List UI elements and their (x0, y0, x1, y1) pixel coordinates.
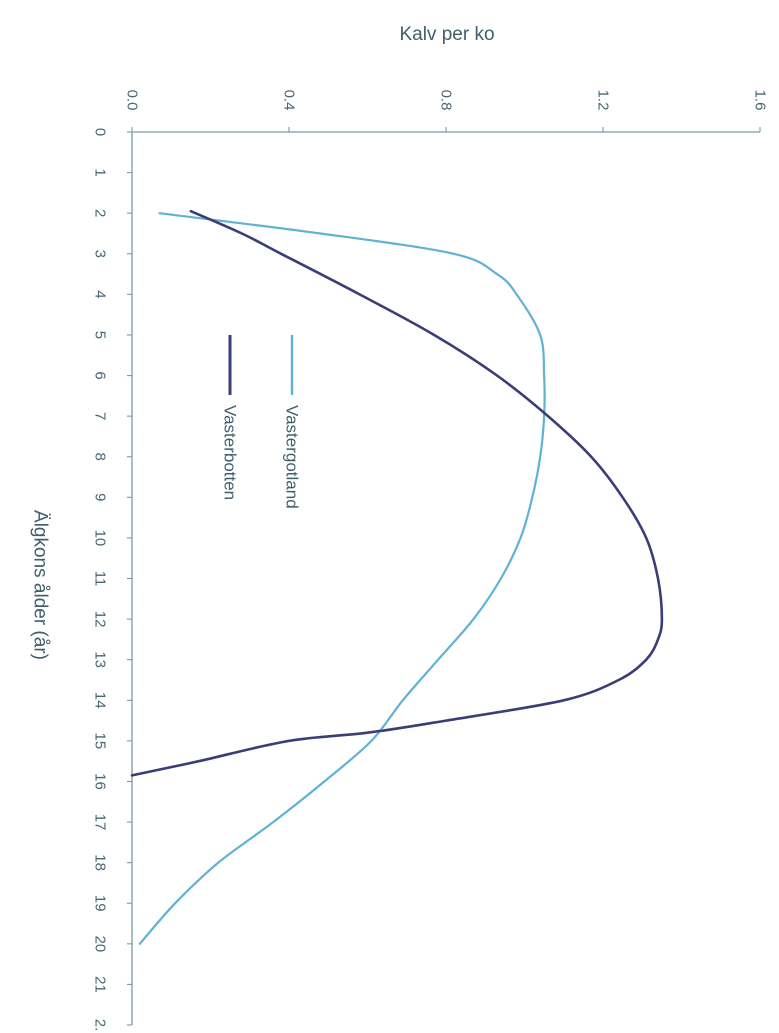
y-tick-label: 0.8 (438, 90, 455, 111)
x-axis-title: Älgkons ålder (år) (30, 510, 51, 660)
x-tick-label: 19 (92, 895, 109, 912)
x-tick-label: 9 (92, 493, 109, 501)
y-axis-title: Kalv per ko (399, 24, 494, 45)
x-tick-label: 0 (92, 128, 109, 136)
x-tick-label: 3 (92, 250, 109, 258)
series-line-vasterbotten (130, 209, 664, 777)
x-tick-label: 21 (92, 976, 109, 993)
x-tick-label: 12 (92, 611, 109, 628)
x-tick-label: 17 (92, 814, 109, 831)
x-tick-label: 8 (92, 453, 109, 461)
x-tick-label: 5 (92, 331, 109, 339)
legend-label-vastergotland: Vastergotland (283, 405, 302, 509)
x-tick-label: 14 (92, 692, 109, 709)
y-tick-label: 0.4 (281, 90, 298, 111)
axes (127, 127, 761, 1026)
x-tick-label: 20 (92, 935, 109, 952)
x-tick-label: 10 (92, 530, 109, 547)
legend-label-vasterbotten: Vasterbotten (221, 405, 240, 500)
x-tick-label: 7 (92, 412, 109, 420)
series-line-vastergotland (138, 212, 546, 945)
x-tick-label: 13 (92, 651, 109, 668)
x-tick-label: 2. (92, 1019, 109, 1032)
x-tick-label: 4 (92, 290, 109, 298)
x-tick-label: 16 (92, 773, 109, 790)
series-layer (130, 209, 664, 945)
x-tick-label: 15 (92, 733, 109, 750)
y-tick-label: 1.6 (752, 90, 769, 111)
x-tick-label: 11 (92, 571, 109, 587)
legend: Vastergotland Vasterbotten (221, 335, 302, 509)
y-tick-label: 0.0 (124, 90, 141, 111)
x-tick-label: 2 (92, 209, 109, 217)
y-tick-label: 1.2 (595, 90, 612, 111)
x-tick-label: 18 (92, 854, 109, 871)
x-tick-label: 6 (92, 371, 109, 379)
x-tick-label: 1 (92, 168, 109, 176)
